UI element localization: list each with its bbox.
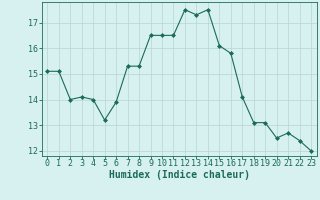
X-axis label: Humidex (Indice chaleur): Humidex (Indice chaleur) <box>109 170 250 180</box>
